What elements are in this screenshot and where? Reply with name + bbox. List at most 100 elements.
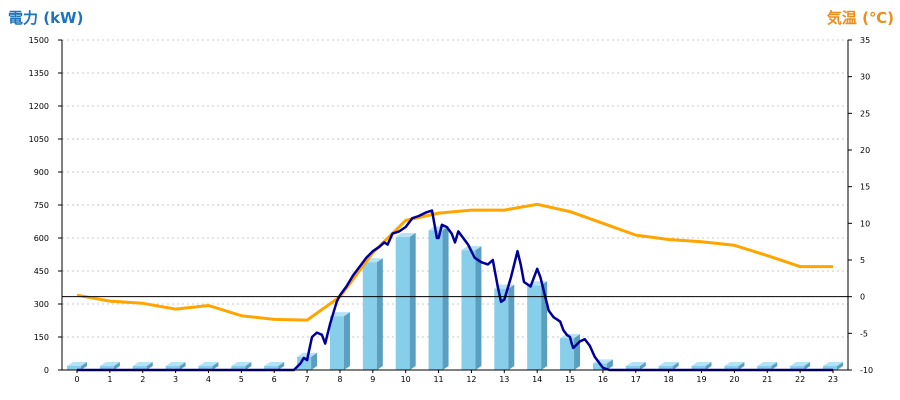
x-tick-label: 1 [107, 375, 112, 384]
power-bar [461, 250, 476, 370]
x-tick-label: 6 [272, 375, 277, 384]
power-bar-side [508, 284, 515, 370]
x-tick-label: 4 [206, 375, 211, 384]
left-tick-label: 900 [34, 168, 49, 177]
power-bar [592, 363, 607, 370]
power-bar-side [442, 226, 449, 370]
power-bar-side [343, 312, 350, 370]
power-line [77, 209, 833, 372]
power-bar [198, 366, 213, 370]
power-bar-side [245, 362, 252, 370]
power-bar [165, 366, 180, 370]
power-bar-side [771, 362, 778, 370]
power-bar-side [179, 362, 186, 370]
x-tick-label: 17 [631, 375, 641, 384]
power-bar-side [311, 352, 318, 370]
power-bar-side [81, 362, 87, 370]
power-bar-top [428, 226, 449, 231]
power-bar-side [212, 362, 219, 370]
power-bar-top [823, 362, 843, 366]
left-tick-label: 150 [34, 333, 49, 342]
power-bar-top [198, 362, 219, 366]
power-bar-side [475, 246, 482, 370]
power-bar-side [837, 362, 843, 370]
x-tick-label: 11 [433, 375, 443, 384]
power-bar [329, 316, 344, 370]
right-axis-title: 気温 (℃) [827, 9, 894, 27]
x-tick-label: 0 [74, 375, 79, 384]
power-bar [362, 262, 377, 370]
power-bar-side [705, 362, 712, 370]
power-bar [691, 366, 706, 370]
power-bar-side [376, 258, 383, 370]
power-bar [494, 288, 509, 370]
left-tick-label: 1050 [29, 135, 49, 144]
right-tick-label: 20 [860, 146, 870, 155]
left-axis-title: 電力 (kW) [8, 9, 83, 27]
x-tick-label: 14 [532, 375, 542, 384]
power-bar-side [146, 362, 153, 370]
x-tick-label: 5 [239, 375, 244, 384]
power-bar-side [672, 362, 679, 370]
power-bar [99, 366, 114, 370]
right-tick-label: 25 [860, 109, 870, 118]
power-bar-top [691, 362, 712, 366]
x-tick-label: 8 [337, 375, 342, 384]
power-bar-top [165, 362, 186, 366]
left-tick-label: 450 [34, 267, 49, 276]
right-tick-label: 30 [860, 73, 870, 82]
power-bar [625, 366, 640, 370]
x-tick-label: 13 [499, 375, 509, 384]
power-bar [132, 366, 147, 370]
power-bar [658, 366, 673, 370]
power-bar-top [625, 362, 646, 366]
left-tick-label: 0 [44, 366, 49, 375]
power-bar [790, 366, 805, 370]
x-tick-label: 18 [664, 375, 674, 384]
right-tick-label: -5 [860, 329, 868, 338]
temperature-line [76, 202, 833, 322]
x-tick-label: 15 [565, 375, 575, 384]
left-tick-label: 1200 [29, 102, 49, 111]
power-bar-side [639, 362, 646, 370]
right-tick-label: 5 [860, 256, 865, 265]
power-bar-side [804, 362, 811, 370]
power-bar-top [132, 362, 153, 366]
left-tick-label: 1350 [29, 69, 49, 78]
power-bar-top [724, 362, 745, 366]
power-bar-side [606, 359, 613, 370]
x-tick-label: 2 [140, 375, 145, 384]
power-bar-top [231, 362, 252, 366]
power-bar-top [264, 362, 285, 366]
right-tick-label: 10 [860, 219, 870, 228]
x-tick-label: 12 [466, 375, 476, 384]
power-bar-top [67, 362, 87, 366]
left-tick-label: 750 [34, 201, 49, 210]
power-bar [527, 285, 542, 370]
power-bar-top [790, 362, 811, 366]
power-bar-top [461, 246, 482, 251]
power-bar [231, 366, 246, 370]
power-bar-top [658, 362, 679, 366]
power-bar [560, 338, 575, 370]
right-tick-label: 35 [860, 36, 870, 45]
power-bar [724, 366, 739, 370]
power-bar-side [278, 362, 285, 370]
power-bar-top [329, 312, 350, 317]
x-tick-label: 10 [401, 375, 411, 384]
power-bar [823, 366, 837, 370]
x-tick-label: 21 [762, 375, 772, 384]
x-tick-label: 22 [795, 375, 805, 384]
power-bar-side [574, 334, 581, 370]
power-bar [264, 366, 279, 370]
left-tick-label: 600 [34, 234, 49, 243]
power-bar [428, 230, 443, 370]
power-bar-side [113, 362, 120, 370]
right-tick-label: 15 [860, 183, 870, 192]
x-tick-label: 9 [370, 375, 375, 384]
power-bar-top [757, 362, 778, 366]
x-tick-label: 23 [828, 375, 838, 384]
left-tick-label: 300 [34, 300, 49, 309]
